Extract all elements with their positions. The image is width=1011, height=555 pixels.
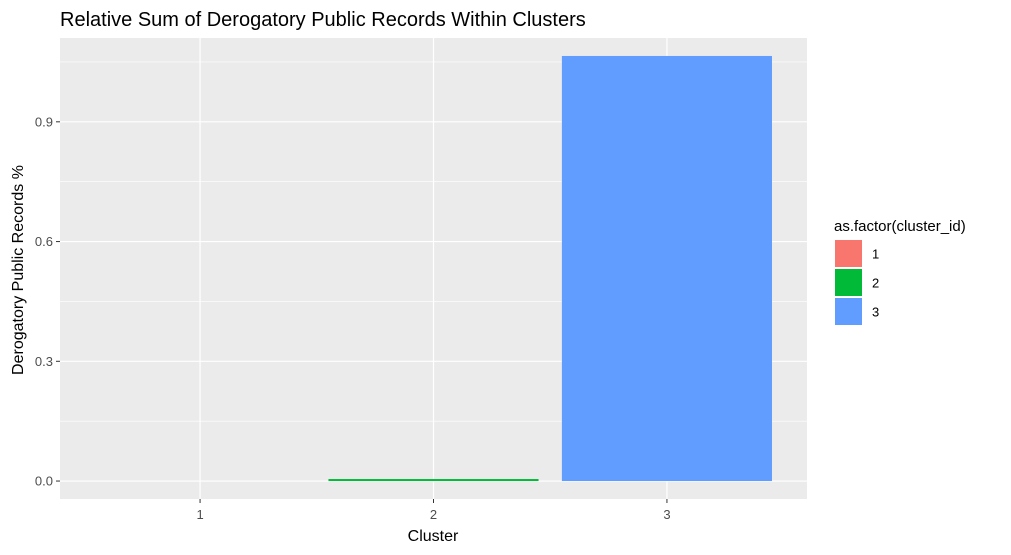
chart-title: Relative Sum of Derogatory Public Record… [60, 9, 586, 31]
legend: as.factor(cluster_id) 1 2 3 [834, 218, 966, 325]
legend-label-2: 2 [872, 276, 879, 291]
y-tick-label: 0.6 [35, 234, 53, 249]
x-axis-ticks: 1 2 3 [196, 499, 671, 522]
y-tick-label: 0.0 [35, 474, 53, 489]
y-axis-title: Derogatory Public Records % [10, 165, 27, 375]
bars [328, 55, 772, 482]
legend-label-1: 1 [872, 247, 879, 262]
legend-key-3 [835, 298, 862, 325]
y-tick-label: 0.3 [35, 354, 53, 369]
legend-label-3: 3 [872, 305, 879, 320]
y-axis-ticks: 0.0 0.3 0.6 0.9 [35, 114, 60, 489]
x-axis-title: Cluster [408, 528, 459, 545]
legend-key-1 [835, 240, 862, 267]
x-tick-label: 3 [663, 507, 670, 522]
bar-cluster-2 [328, 479, 539, 482]
legend-key-2 [835, 269, 862, 296]
x-tick-label: 1 [196, 507, 203, 522]
y-tick-label: 0.9 [35, 114, 53, 129]
legend-title: as.factor(cluster_id) [834, 218, 966, 235]
bar-cluster-3 [561, 55, 772, 482]
x-tick-label: 2 [430, 507, 437, 522]
